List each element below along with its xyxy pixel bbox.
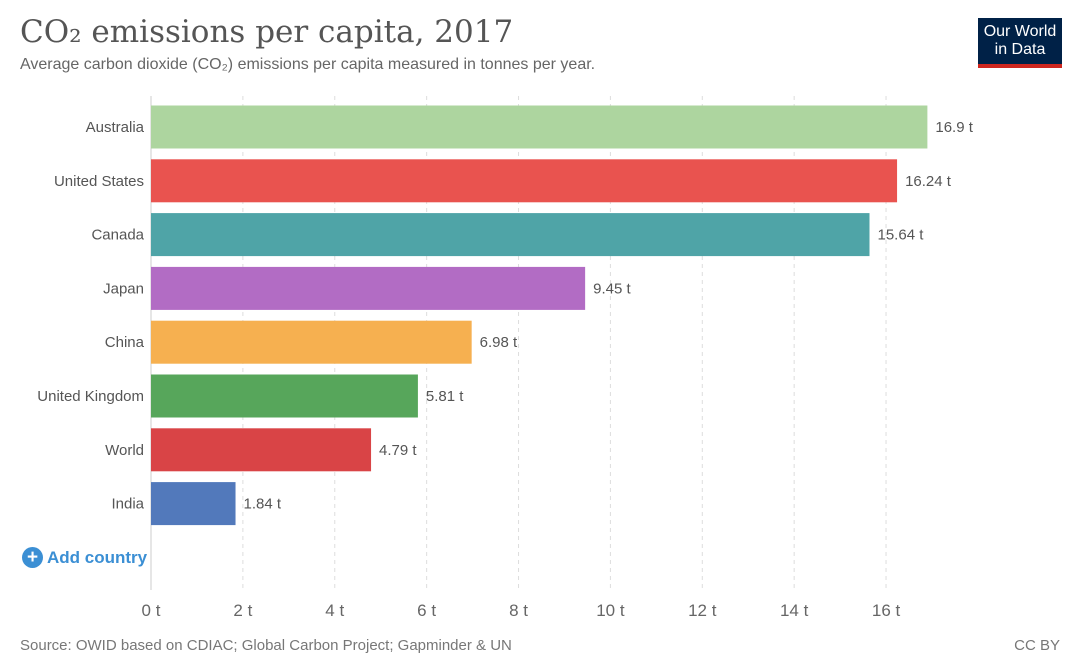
source-note: Source: OWID based on CDIAC; Global Carb… — [20, 637, 512, 654]
value-label: 16.24 t — [905, 173, 952, 190]
x-tick-label: 0 t — [142, 601, 161, 620]
bar — [151, 428, 372, 472]
value-label: 4.79 t — [379, 442, 417, 459]
bar — [151, 320, 472, 364]
add-country-button[interactable]: + Add country — [22, 547, 147, 568]
logo-line-1: Our World — [983, 23, 1057, 40]
category-label: Canada — [91, 227, 144, 244]
x-tick-label: 14 t — [780, 601, 809, 620]
license-link[interactable]: CC BY — [1014, 637, 1060, 654]
bar — [151, 159, 898, 203]
category-label: World — [105, 442, 144, 459]
x-tick-label: 2 t — [233, 601, 252, 620]
value-label: 5.81 t — [426, 388, 464, 405]
category-label: China — [105, 334, 145, 351]
x-tick-label: 6 t — [417, 601, 436, 620]
bar — [151, 374, 418, 418]
value-label: 9.45 t — [593, 280, 631, 297]
category-label: United Kingdom — [37, 388, 144, 405]
bar — [151, 266, 586, 310]
x-tick-label: 12 t — [688, 601, 717, 620]
add-country-label: Add country — [47, 547, 148, 567]
category-label: United States — [54, 173, 144, 190]
bar — [151, 482, 236, 526]
logo-line-2: in Data — [994, 41, 1046, 58]
value-label: 15.64 t — [878, 227, 925, 244]
x-tick-label: 4 t — [325, 601, 344, 620]
bar — [151, 213, 870, 257]
category-label: Australia — [86, 119, 145, 136]
value-label: 6.98 t — [480, 334, 518, 351]
category-label: India — [111, 496, 144, 513]
chart-subtitle: Average carbon dioxide (CO₂) emissions p… — [20, 56, 596, 73]
chart-title: CO₂ emissions per capita, 2017 — [20, 14, 514, 50]
plus-circle-icon: + — [22, 547, 43, 568]
value-label: 16.9 t — [935, 119, 973, 136]
owid-logo[interactable]: Our World in Data — [978, 18, 1062, 68]
category-label: Japan — [103, 280, 144, 297]
x-tick-label: 10 t — [596, 601, 625, 620]
bar — [151, 105, 928, 149]
value-label: 1.84 t — [244, 496, 282, 513]
x-tick-label: 8 t — [509, 601, 528, 620]
x-tick-label: 16 t — [872, 601, 901, 620]
